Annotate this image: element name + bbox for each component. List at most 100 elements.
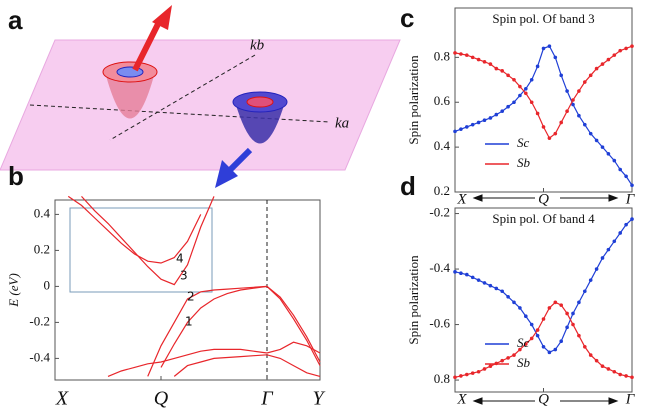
point — [565, 311, 569, 316]
point — [547, 350, 552, 355]
plot-frame — [54, 199, 321, 381]
point — [512, 78, 516, 82]
point — [583, 344, 587, 349]
point — [482, 60, 487, 64]
point — [571, 102, 575, 107]
point — [600, 364, 605, 368]
plane — [0, 39, 401, 171]
point — [565, 325, 569, 330]
point — [594, 66, 599, 71]
point — [541, 46, 546, 51]
point — [482, 367, 487, 371]
point — [618, 167, 622, 172]
point — [500, 358, 505, 363]
point — [459, 271, 463, 276]
y-tick-label: 0.6 — [434, 93, 451, 108]
point — [494, 66, 499, 71]
point — [600, 256, 605, 260]
point — [624, 222, 628, 227]
series-line — [454, 45, 633, 140]
series-line — [147, 285, 321, 377]
y-tick-label: -0.2 — [29, 313, 50, 328]
point — [559, 120, 563, 125]
point — [577, 300, 581, 305]
y-tick-label: 0.2 — [434, 183, 450, 198]
point — [553, 300, 558, 305]
blue-cone — [235, 102, 285, 144]
point — [559, 339, 563, 344]
point — [470, 122, 475, 127]
point — [470, 371, 475, 375]
red-arrow-head — [152, 5, 172, 30]
series-line — [67, 195, 202, 264]
point — [583, 80, 587, 84]
point — [529, 336, 534, 341]
point — [524, 314, 528, 319]
point — [512, 300, 516, 305]
point — [512, 353, 516, 357]
point — [459, 127, 463, 131]
point — [482, 118, 487, 122]
chart-title: Spin pol. Of band 4 — [492, 211, 595, 226]
point — [612, 239, 617, 244]
inset-box — [69, 207, 213, 293]
x-tick-label: Γ — [625, 191, 636, 207]
x-tick-label: X — [456, 191, 467, 207]
point — [453, 129, 457, 134]
y-axis-label: Spin polarization — [406, 255, 421, 345]
point — [535, 64, 540, 69]
annotation: 3 — [180, 269, 188, 283]
point — [594, 358, 599, 363]
point — [470, 55, 475, 60]
arrow-head — [472, 397, 483, 405]
point — [500, 69, 505, 73]
ka-line — [29, 104, 331, 123]
point — [583, 122, 587, 127]
point — [512, 100, 516, 105]
kb-label: kb — [250, 37, 265, 53]
point — [535, 111, 540, 116]
y-tick-label: 0 — [44, 277, 51, 292]
series-line — [81, 195, 215, 286]
point — [488, 62, 493, 66]
y-tick-label: 0.2 — [34, 241, 50, 256]
point — [488, 364, 493, 368]
kb-line — [109, 54, 256, 141]
panel-letter: d — [400, 171, 416, 201]
y-tick-label: -0.4 — [429, 260, 450, 275]
point — [624, 174, 628, 179]
point — [606, 247, 611, 252]
point — [565, 109, 569, 114]
point — [571, 311, 575, 316]
point — [500, 109, 505, 114]
point — [453, 51, 457, 55]
series-line — [454, 45, 633, 186]
series-line — [107, 341, 321, 377]
legend-label: Sb — [517, 355, 531, 370]
x-tick-label: X — [55, 388, 69, 410]
y-tick-label: -0.6 — [429, 316, 450, 331]
point — [618, 231, 622, 235]
point — [630, 183, 634, 188]
point — [606, 367, 611, 371]
point — [612, 158, 617, 163]
panel-letter: c — [400, 3, 414, 33]
point — [465, 125, 469, 129]
red-spin-arrow — [132, 18, 163, 72]
blue-arrow-head — [215, 160, 238, 188]
legend-label: Sc — [517, 135, 530, 150]
annotation: 1 — [185, 315, 193, 329]
arrow-head — [608, 397, 619, 405]
point — [553, 55, 558, 60]
point — [618, 372, 622, 377]
blue-cone-inner — [246, 96, 274, 108]
legend-label: Sc — [517, 335, 530, 350]
point — [577, 333, 581, 338]
y-tick-label: -0.4 — [29, 349, 50, 364]
point — [630, 44, 634, 48]
point — [588, 73, 593, 78]
x-arrows — [472, 194, 619, 405]
point — [612, 369, 617, 374]
point — [571, 322, 575, 327]
